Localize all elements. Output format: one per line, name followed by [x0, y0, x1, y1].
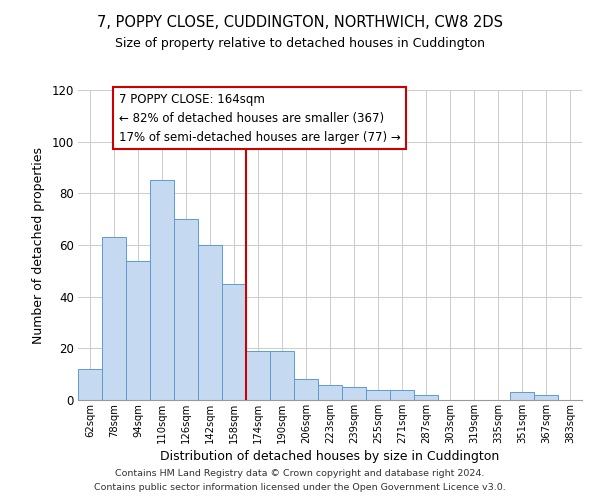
Bar — [102, 238, 126, 400]
Bar — [78, 369, 102, 400]
Bar — [246, 351, 270, 400]
Bar — [126, 260, 150, 400]
Bar — [510, 392, 534, 400]
Y-axis label: Number of detached properties: Number of detached properties — [32, 146, 44, 344]
Bar — [270, 351, 294, 400]
Bar — [342, 387, 366, 400]
Bar — [174, 219, 198, 400]
Text: 7, POPPY CLOSE, CUDDINGTON, NORTHWICH, CW8 2DS: 7, POPPY CLOSE, CUDDINGTON, NORTHWICH, C… — [97, 15, 503, 30]
X-axis label: Distribution of detached houses by size in Cuddington: Distribution of detached houses by size … — [160, 450, 500, 463]
Bar — [198, 245, 222, 400]
Text: Size of property relative to detached houses in Cuddington: Size of property relative to detached ho… — [115, 38, 485, 51]
Bar — [294, 380, 318, 400]
Bar — [414, 395, 438, 400]
Bar — [390, 390, 414, 400]
Bar — [534, 395, 558, 400]
Bar — [222, 284, 246, 400]
Bar — [318, 384, 342, 400]
Text: Contains public sector information licensed under the Open Government Licence v3: Contains public sector information licen… — [94, 484, 506, 492]
Bar — [150, 180, 174, 400]
Text: 7 POPPY CLOSE: 164sqm
← 82% of detached houses are smaller (367)
17% of semi-det: 7 POPPY CLOSE: 164sqm ← 82% of detached … — [119, 92, 401, 144]
Bar — [366, 390, 390, 400]
Text: Contains HM Land Registry data © Crown copyright and database right 2024.: Contains HM Land Registry data © Crown c… — [115, 468, 485, 477]
